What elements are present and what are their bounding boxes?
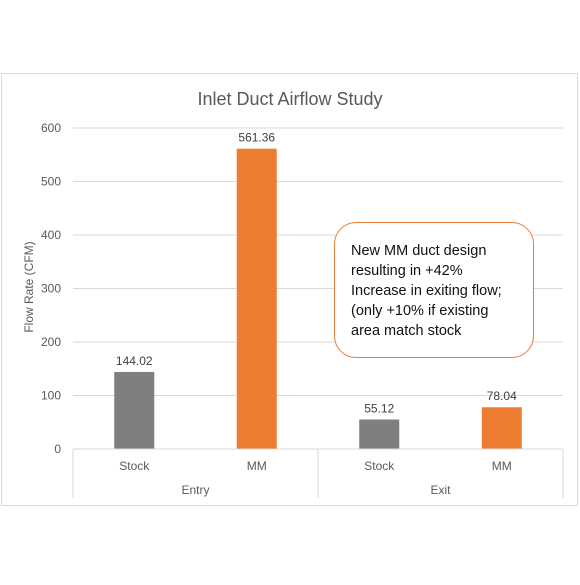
data-label: 78.04 xyxy=(487,389,517,403)
x-axis: Stock MM Stock MM Entry Exit xyxy=(72,448,564,498)
bar xyxy=(359,419,400,449)
y-axis-label: Flow Rate (CFM) xyxy=(22,241,36,332)
y-tick-label: 0 xyxy=(54,442,61,456)
x-tick-label: MM xyxy=(492,459,512,473)
group-label: Entry xyxy=(181,483,209,497)
gridlines xyxy=(73,127,563,396)
data-label: 561.36 xyxy=(238,131,275,145)
bar xyxy=(114,371,155,449)
bar xyxy=(481,407,522,449)
data-label: 55.12 xyxy=(364,402,394,416)
x-tick-label: Stock xyxy=(119,459,150,473)
data-label: 144.02 xyxy=(116,354,153,368)
y-tick-label: 100 xyxy=(41,389,61,403)
bar xyxy=(236,148,277,449)
y-tick-label: 400 xyxy=(41,228,61,242)
x-tick-label: MM xyxy=(247,459,267,473)
y-tick-label: 300 xyxy=(41,282,61,296)
y-tick-label: 500 xyxy=(41,175,61,189)
chart-title: Inlet Duct Airflow Study xyxy=(197,89,382,109)
y-tick-label: 600 xyxy=(41,121,61,135)
x-tick-label: Stock xyxy=(364,459,395,473)
bars: 144.02 561.36 55.12 78.04 xyxy=(114,131,522,449)
y-tick-label: 200 xyxy=(41,335,61,349)
annotation-callout: New MM duct design resulting in +42% Inc… xyxy=(334,222,534,358)
y-axis-ticks: 0 100 200 300 400 500 600 xyxy=(41,121,61,456)
group-label: Exit xyxy=(430,483,451,497)
